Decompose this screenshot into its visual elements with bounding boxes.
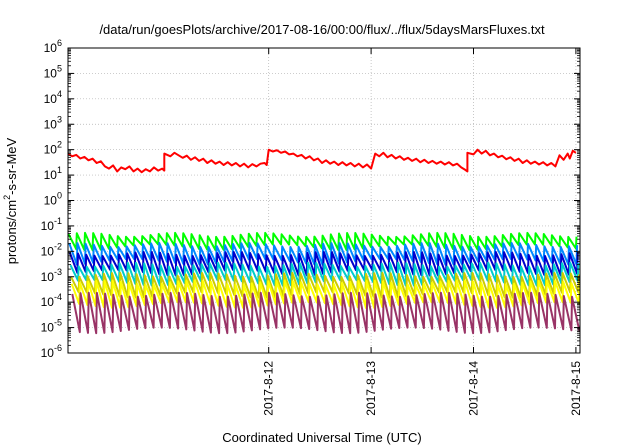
y-tick-label: 106	[44, 38, 62, 55]
y-tick-label: 10-2	[41, 241, 62, 258]
y-tick-label: 10-3	[41, 267, 62, 284]
y-tick-label: 100	[44, 191, 62, 208]
y-tick-label: 104	[44, 89, 62, 106]
y-axis-label: protons/cm2-s-sr-MeV	[2, 137, 19, 264]
y-tick-label: 101	[44, 165, 62, 182]
y-axis-label-rest: -s-sr-MeV	[4, 137, 19, 194]
y-tick-label: 10-1	[41, 216, 62, 233]
y-tick-label: 103	[44, 114, 62, 131]
y-tick-label: 102	[44, 140, 62, 157]
y-tick-label: 105	[44, 63, 62, 80]
x-tick-label: 2017-8-13	[364, 361, 378, 416]
series-line	[69, 261, 580, 287]
y-axis-label-sup: 2	[2, 195, 12, 200]
x-axis-label: Coordinated Universal Time (UTC)	[222, 430, 421, 445]
y-tick-label: 10-4	[41, 292, 62, 309]
x-tick-label: 2017-8-12	[262, 361, 276, 416]
x-axis-ticks: 2017-8-122017-8-132017-8-142017-8-152017…	[262, 48, 583, 416]
series-line	[68, 231, 578, 251]
y-axis-ticks: 10-6 10-5 10-4 10-3 10-2 10-1 100 101 102 103 104 1…	[41, 38, 580, 360]
x-tick-label: 2017-8-14	[467, 361, 481, 416]
y-tick-label: 10-5	[41, 318, 62, 335]
series-line	[68, 148, 577, 174]
x-tick-label: 2017-8-15	[569, 361, 583, 416]
y-tick-label: 10-6	[41, 343, 62, 360]
series-line	[71, 291, 580, 335]
chart-title: /data/run/goesPlots/archive/2017-08-16/0…	[99, 22, 545, 37]
series-group	[68, 148, 580, 335]
y-axis-label-main: protons/cm	[4, 200, 19, 264]
